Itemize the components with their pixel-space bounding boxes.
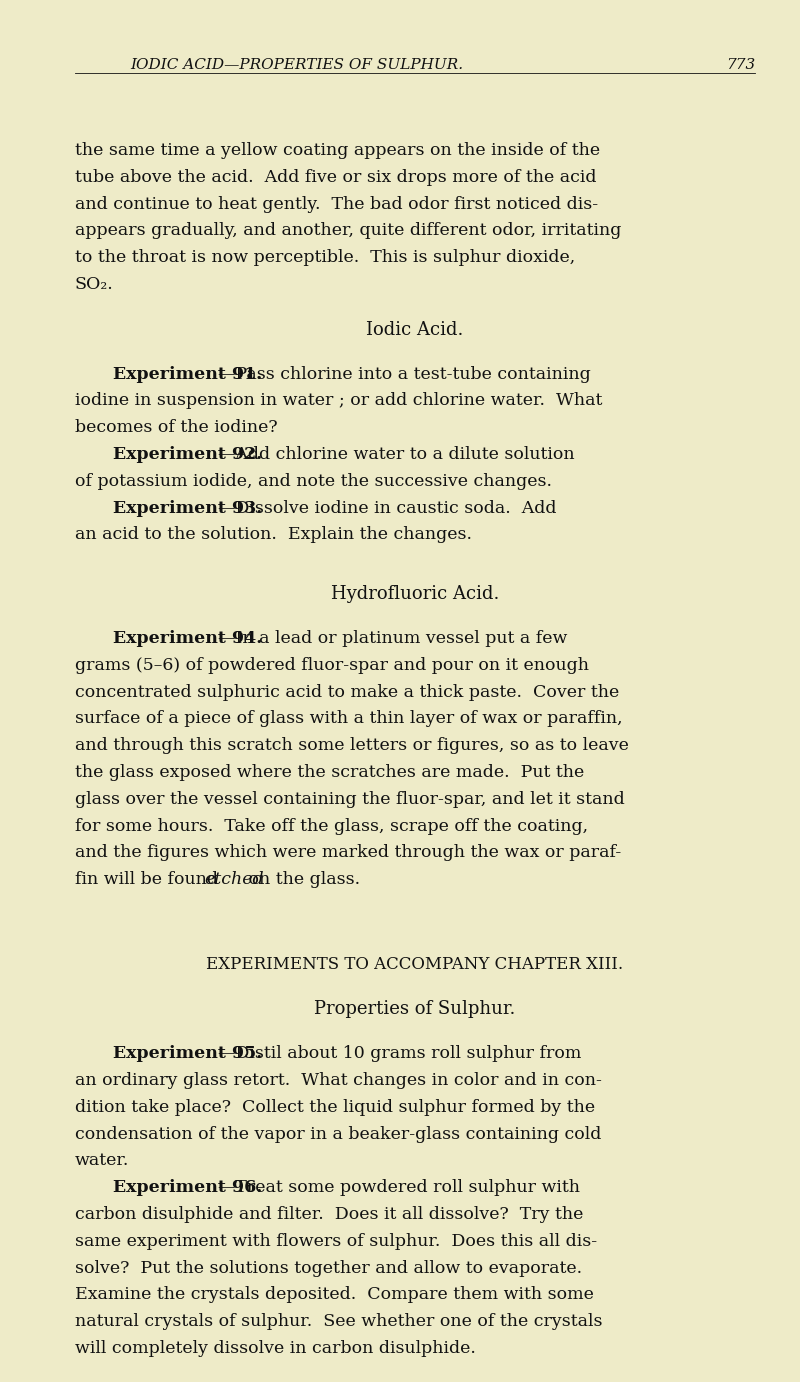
Text: —In a lead or platinum vessel put a few: —In a lead or platinum vessel put a few [218,630,567,647]
Text: carbon disulphide and filter.  Does it all dissolve?  Try the: carbon disulphide and filter. Does it al… [75,1206,583,1223]
Text: the same time a yellow coating appears on the inside of the: the same time a yellow coating appears o… [75,142,600,159]
Text: EXPERIMENTS TO ACCOMPANY CHAPTER XIII.: EXPERIMENTS TO ACCOMPANY CHAPTER XIII. [206,955,623,973]
Text: to the throat is now perceptible.  This is sulphur dioxide,: to the throat is now perceptible. This i… [75,249,575,267]
Text: and the figures which were marked through the wax or paraf-: and the figures which were marked throug… [75,844,622,861]
Text: glass over the vessel containing the fluor-spar, and let it stand: glass over the vessel containing the flu… [75,791,625,808]
Text: natural crystals of sulphur.  See whether one of the crystals: natural crystals of sulphur. See whether… [75,1313,602,1331]
Text: —Distil about 10 grams roll sulphur from: —Distil about 10 grams roll sulphur from [218,1045,582,1063]
Text: concentrated sulphuric acid to make a thick paste.  Cover the: concentrated sulphuric acid to make a th… [75,684,619,701]
Text: for some hours.  Take off the glass, scrape off the coating,: for some hours. Take off the glass, scra… [75,818,588,835]
Text: Properties of Sulphur.: Properties of Sulphur. [314,1001,516,1019]
Text: and continue to heat gently.  The bad odor first noticed dis-: and continue to heat gently. The bad odo… [75,196,598,213]
Text: the glass exposed where the scratches are made.  Put the: the glass exposed where the scratches ar… [75,764,584,781]
Text: Experiment 92.: Experiment 92. [113,446,262,463]
Text: SO₂.: SO₂. [75,276,114,293]
Text: —Add chlorine water to a dilute solution: —Add chlorine water to a dilute solution [218,446,574,463]
Text: Experiment 94.: Experiment 94. [113,630,262,647]
Text: and through this scratch some letters or figures, so as to leave: and through this scratch some letters or… [75,737,629,755]
Text: Experiment 96.: Experiment 96. [113,1179,262,1197]
Text: will completely dissolve in carbon disulphide.: will completely dissolve in carbon disul… [75,1341,476,1357]
Text: Experiment 95.: Experiment 95. [113,1045,262,1063]
Text: Hydrofluoric Acid.: Hydrofluoric Acid. [331,585,499,603]
Text: Examine the crystals deposited.  Compare them with some: Examine the crystals deposited. Compare … [75,1287,594,1303]
Text: IODIC ACID—PROPERTIES OF SULPHUR.: IODIC ACID—PROPERTIES OF SULPHUR. [130,58,463,72]
Text: grams (5–6) of powdered fluor-spar and pour on it enough: grams (5–6) of powdered fluor-spar and p… [75,656,589,674]
Text: surface of a piece of glass with a thin layer of wax or paraffin,: surface of a piece of glass with a thin … [75,710,622,727]
Text: etched: etched [205,871,264,889]
Text: an acid to the solution.  Explain the changes.: an acid to the solution. Explain the cha… [75,527,472,543]
Text: on the glass.: on the glass. [242,871,360,889]
Text: Iodic Acid.: Iodic Acid. [366,321,464,339]
Text: appears gradually, and another, quite different odor, irritating: appears gradually, and another, quite di… [75,223,622,239]
Text: same experiment with flowers of sulphur.  Does this all dis-: same experiment with flowers of sulphur.… [75,1233,597,1249]
Text: becomes of the iodine?: becomes of the iodine? [75,419,278,437]
Text: tube above the acid.  Add five or six drops more of the acid: tube above the acid. Add five or six dro… [75,169,597,185]
Text: —Treat some powdered roll sulphur with: —Treat some powdered roll sulphur with [218,1179,580,1197]
Text: of potassium iodide, and note the successive changes.: of potassium iodide, and note the succes… [75,473,552,489]
Text: iodine in suspension in water ; or add chlorine water.  What: iodine in suspension in water ; or add c… [75,392,602,409]
Text: an ordinary glass retort.  What changes in color and in con-: an ordinary glass retort. What changes i… [75,1072,602,1089]
Text: 773: 773 [726,58,755,72]
Text: dition take place?  Collect the liquid sulphur formed by the: dition take place? Collect the liquid su… [75,1099,595,1115]
Text: condensation of the vapor in a beaker-glass containing cold: condensation of the vapor in a beaker-gl… [75,1125,602,1143]
Text: —Pass chlorine into a test-tube containing: —Pass chlorine into a test-tube containi… [218,366,590,383]
Text: water.: water. [75,1153,130,1169]
Text: Experiment 91.: Experiment 91. [113,366,262,383]
Text: fin will be found: fin will be found [75,871,223,889]
Text: —Dissolve iodine in caustic soda.  Add: —Dissolve iodine in caustic soda. Add [218,500,557,517]
Text: Experiment 93.: Experiment 93. [113,500,262,517]
Text: solve?  Put the solutions together and allow to evaporate.: solve? Put the solutions together and al… [75,1259,582,1277]
